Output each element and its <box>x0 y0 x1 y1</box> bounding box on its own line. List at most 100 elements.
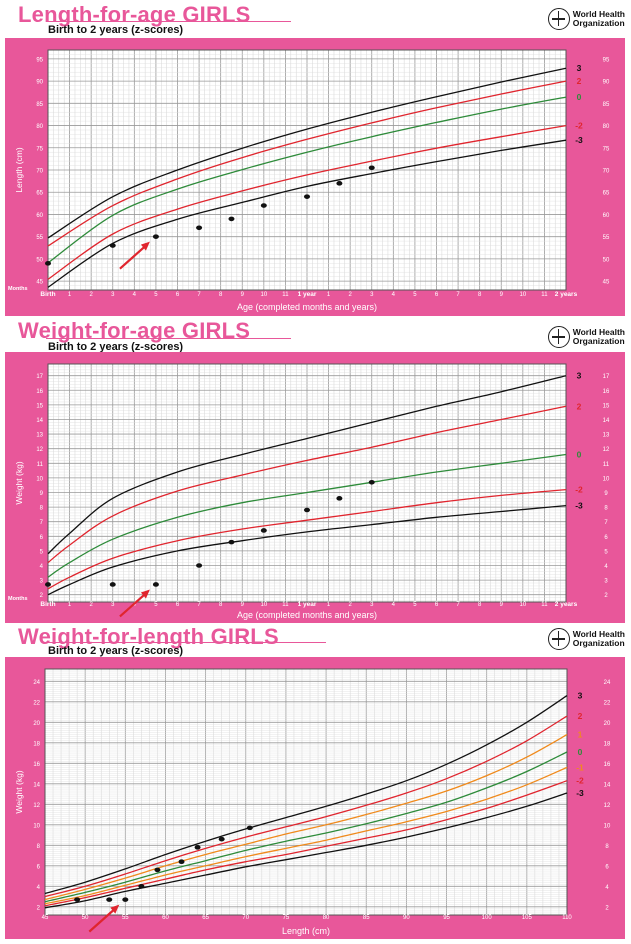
x-tick-label: 75 <box>283 915 290 921</box>
y-tick-label-right: 10 <box>603 476 610 482</box>
who-logo: World Health Organization <box>547 628 625 650</box>
y-tick-label-right: 20 <box>604 721 611 727</box>
y-tick-label-right: 45 <box>603 280 610 286</box>
x-tick-label: 1 <box>327 292 331 298</box>
z-score-curve <box>47 96 567 264</box>
x-tick-label: 60 <box>162 915 169 921</box>
x-tick-label: 11 <box>541 602 548 608</box>
y-tick-label-right: 50 <box>603 257 610 263</box>
x-tick-label: 6 <box>435 292 439 298</box>
y-axis-label: Length (cm) <box>14 147 24 193</box>
x-tick-label: 9 <box>241 292 245 298</box>
y-tick-label-left: 18 <box>33 741 40 747</box>
data-point <box>74 897 81 902</box>
y-tick-label-right: 8 <box>605 844 609 850</box>
y-tick-label-right: 18 <box>604 741 611 747</box>
grid <box>47 49 567 291</box>
x-tick-label: 9 <box>500 292 504 298</box>
y-tick-label-left: 16 <box>33 762 40 768</box>
chart-frame: 2 2 3 3 4 4 5 5 6 6 7 7 8 8 9 9 10 10 11 11 12 12 13 13 14 14 15 15… <box>5 352 625 623</box>
data-point <box>304 507 310 513</box>
grid <box>44 668 568 916</box>
x-tick-label: 1 <box>68 292 72 298</box>
arrow-shaft <box>119 591 148 618</box>
x-axis-label: Age (completed months and years) <box>237 302 377 312</box>
x-tick-label: 65 <box>202 915 209 921</box>
y-tick-label-left: 5 <box>40 549 44 555</box>
z-score-label: 1 <box>578 730 583 740</box>
x-axis-label: Length (cm) <box>282 926 330 936</box>
y-tick-label-left: 13 <box>36 433 43 439</box>
x-tick-label: 7 <box>456 602 460 608</box>
y-axis-label: Weight (kg) <box>14 770 24 813</box>
x-tick-label: 5 <box>413 292 417 298</box>
x-tick-label: 5 <box>413 602 417 608</box>
data-point <box>260 203 267 208</box>
x-tick-label: 50 <box>82 915 89 921</box>
z-score-curve <box>47 124 567 280</box>
corner-label: Months <box>8 596 28 602</box>
z-score-curve <box>44 695 568 895</box>
y-tick-label-left: 8 <box>37 844 41 850</box>
y-tick-label-left: 10 <box>33 823 40 829</box>
z-score-label: -3 <box>575 135 583 145</box>
z-score-label: 2 <box>578 711 583 721</box>
y-tick-label-right: 10 <box>604 823 611 829</box>
data-point <box>368 165 375 171</box>
y-tick-label-right: 14 <box>604 782 611 788</box>
arrow-shaft <box>119 243 148 270</box>
data-point <box>228 539 235 545</box>
z-score-curve <box>44 780 568 907</box>
data-point <box>106 897 113 902</box>
z-score-curve <box>47 488 567 590</box>
x-tick-label: 7 <box>456 292 460 298</box>
x-tick-label: 4 <box>133 292 137 298</box>
x-tick-label: 11 <box>541 292 548 298</box>
x-tick-label: 8 <box>478 292 482 298</box>
y-tick-label-right: 95 <box>603 57 610 63</box>
y-tick-label-right: 15 <box>603 403 610 409</box>
x-tick-label: 55 <box>122 915 129 921</box>
x-tick-label: 1 <box>327 602 331 608</box>
x-tick-label: 10 <box>260 292 267 298</box>
y-tick-label-right: 4 <box>605 885 609 891</box>
z-score-label: -1 <box>576 762 584 772</box>
y-tick-label-left: 8 <box>40 506 44 512</box>
z-score-label: -3 <box>575 501 583 511</box>
y-tick-label-left: 70 <box>36 169 43 175</box>
y-tick-label-right: 65 <box>603 191 610 197</box>
z-score-curve <box>47 405 567 564</box>
data-point <box>228 216 235 222</box>
y-tick-label-right: 22 <box>604 700 611 706</box>
y-tick-label-left: 16 <box>36 389 43 395</box>
data-point <box>122 897 129 902</box>
y-tick-label-right: 16 <box>604 762 611 768</box>
z-score-curve <box>47 504 567 596</box>
z-score-curve <box>44 751 568 903</box>
y-tick-label-left: 14 <box>33 782 40 788</box>
who-wordmark: World Health Organization <box>572 327 625 346</box>
plot-border <box>47 49 567 291</box>
y-tick-label-left: 22 <box>33 700 40 706</box>
z-score-label: -2 <box>575 485 583 495</box>
title-underline <box>46 642 326 643</box>
y-tick-label-left: 11 <box>37 462 44 468</box>
plot-border <box>47 363 567 603</box>
arrow-head <box>140 589 150 599</box>
x-tick-label: 1 year <box>298 601 317 608</box>
y-tick-label-left: 10 <box>36 476 43 482</box>
x-tick-label: 4 <box>392 292 396 298</box>
data-point <box>336 496 343 501</box>
y-tick-label-right: 2 <box>605 905 609 911</box>
y-tick-label-left: 95 <box>36 57 43 63</box>
y-tick-label-right: 4 <box>604 564 608 570</box>
data-point <box>45 261 51 266</box>
data-point <box>196 563 203 568</box>
x-tick-label: 8 <box>219 292 223 298</box>
x-tick-label: 6 <box>176 602 180 608</box>
x-tick-label: 95 <box>443 915 450 921</box>
who-logo: World Health Organization <box>547 8 625 30</box>
